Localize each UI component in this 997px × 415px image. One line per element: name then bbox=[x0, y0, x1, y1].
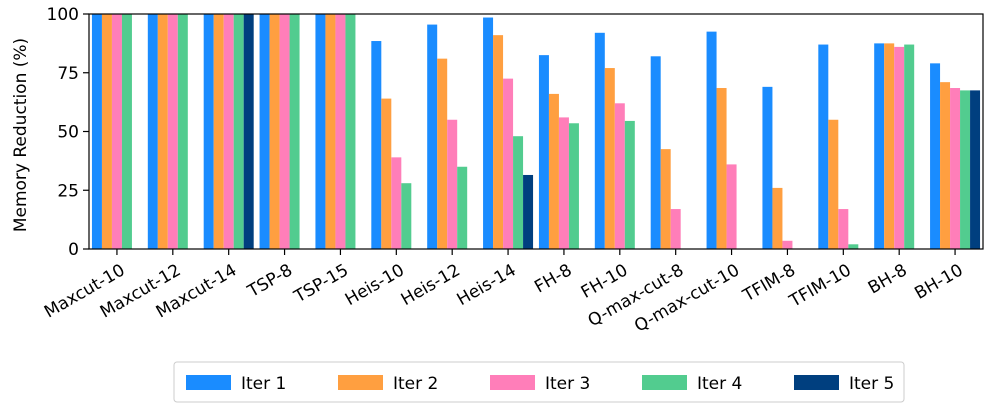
bar-fh-8-iter-1 bbox=[538, 55, 549, 250]
bar-tfim-10-iter-4 bbox=[848, 244, 859, 249]
bar-fh-8-iter-3 bbox=[558, 117, 569, 250]
bar-fh-10-iter-2 bbox=[604, 68, 615, 249]
bar-maxcut-14-iter-5 bbox=[243, 14, 254, 249]
bar-q-max-cut-10-iter-2 bbox=[716, 88, 727, 250]
bar-q-max-cut-8-iter-1 bbox=[650, 56, 661, 249]
bar-maxcut-12-iter-3 bbox=[167, 14, 178, 249]
bar-bh-10-iter-1 bbox=[930, 63, 941, 249]
bar-tfim-8-iter-3 bbox=[782, 240, 793, 249]
y-tick-label: 50 bbox=[57, 123, 79, 143]
x-tick-label: Heis-14 bbox=[454, 260, 520, 310]
legend-label-iter-4: Iter 4 bbox=[697, 374, 742, 394]
bar-tfim-10-iter-1 bbox=[818, 44, 829, 249]
legend-label-iter-2: Iter 2 bbox=[393, 374, 438, 394]
legend-label-iter-3: Iter 3 bbox=[545, 374, 590, 394]
bar-tsp-15-iter-3 bbox=[335, 14, 346, 249]
x-tick-label: BH-10 bbox=[911, 260, 966, 303]
x-tick-label: TFIM-10 bbox=[785, 260, 854, 312]
y-tick-label: 25 bbox=[57, 181, 79, 201]
bar-tsp-8-iter-2 bbox=[269, 14, 280, 249]
bar-tfim-10-iter-2 bbox=[828, 119, 839, 249]
bar-tfim-10-iter-3 bbox=[838, 209, 849, 249]
bar-tsp-8-iter-4 bbox=[289, 14, 300, 249]
legend: Iter 1 Iter 2 Iter 3 Iter 4 Iter 5 bbox=[173, 361, 905, 403]
bar-q-max-cut-10-iter-1 bbox=[706, 31, 717, 250]
bar-heis-12-iter-2 bbox=[437, 58, 448, 250]
bar-heis-12-iter-4 bbox=[457, 166, 468, 249]
x-tick-label: Heis-12 bbox=[398, 260, 464, 310]
bar-bh-8-iter-3 bbox=[894, 46, 905, 250]
legend-label-iter-5: Iter 5 bbox=[849, 374, 894, 394]
y-axis-label: Memory Reduction (%) bbox=[11, 38, 31, 232]
legend-swatch-iter-1 bbox=[186, 375, 231, 390]
legend-swatch-iter-4 bbox=[642, 375, 687, 390]
bar-heis-12-iter-1 bbox=[427, 24, 438, 249]
bar-heis-12-iter-3 bbox=[447, 119, 458, 249]
bar-fh-10-iter-4 bbox=[624, 120, 635, 249]
bar-maxcut-10-iter-1 bbox=[91, 14, 102, 249]
x-tick-label: FH-8 bbox=[531, 260, 575, 297]
bar-fh-10-iter-1 bbox=[594, 32, 605, 249]
bar-heis-14-iter-5 bbox=[523, 174, 534, 249]
bar-maxcut-10-iter-3 bbox=[111, 14, 122, 249]
bar-heis-10-iter-2 bbox=[381, 98, 392, 249]
bar-tsp-8-iter-3 bbox=[279, 14, 290, 249]
bar-q-max-cut-8-iter-2 bbox=[660, 149, 671, 250]
x-tick-label: TSP-15 bbox=[290, 260, 352, 307]
bar-fh-10-iter-3 bbox=[614, 103, 625, 249]
bar-heis-14-iter-2 bbox=[493, 35, 504, 250]
bar-heis-10-iter-3 bbox=[391, 157, 402, 249]
bar-bh-8-iter-2 bbox=[884, 43, 895, 250]
bar-heis-10-iter-4 bbox=[401, 183, 412, 249]
legend-swatch-iter-3 bbox=[490, 375, 535, 390]
bar-q-max-cut-8-iter-3 bbox=[670, 209, 681, 249]
bar-tsp-15-iter-2 bbox=[325, 14, 336, 249]
bar-bh-8-iter-4 bbox=[904, 44, 915, 249]
legend-swatch-iter-2 bbox=[338, 375, 383, 390]
bar-maxcut-12-iter-1 bbox=[147, 14, 158, 249]
y-tick-label: 75 bbox=[57, 64, 79, 84]
bar-bh-10-iter-4 bbox=[960, 90, 971, 250]
bar-tfim-8-iter-2 bbox=[772, 187, 783, 249]
bar-fh-8-iter-2 bbox=[548, 93, 559, 250]
bar-maxcut-14-iter-1 bbox=[203, 14, 214, 249]
bar-maxcut-12-iter-2 bbox=[157, 14, 168, 249]
bar-maxcut-12-iter-4 bbox=[177, 14, 188, 249]
y-tick-label: 0 bbox=[68, 240, 79, 260]
bar-maxcut-14-iter-3 bbox=[223, 14, 234, 249]
bar-tfim-8-iter-1 bbox=[762, 86, 773, 249]
bar-bh-8-iter-1 bbox=[874, 43, 885, 250]
bar-fh-8-iter-4 bbox=[568, 123, 579, 249]
bar-heis-14-iter-1 bbox=[483, 17, 494, 250]
bar-bh-10-iter-3 bbox=[950, 88, 961, 250]
x-tick-label: TSP-8 bbox=[244, 260, 296, 302]
bar-tsp-8-iter-1 bbox=[259, 14, 270, 249]
bar-heis-14-iter-4 bbox=[513, 136, 524, 249]
bar-heis-14-iter-3 bbox=[503, 78, 514, 250]
bar-maxcut-14-iter-2 bbox=[213, 14, 224, 249]
bars-layer bbox=[91, 14, 981, 250]
bar-q-max-cut-10-iter-3 bbox=[726, 164, 737, 249]
bar-bh-10-iter-5 bbox=[970, 90, 981, 250]
bar-maxcut-10-iter-2 bbox=[101, 14, 112, 249]
legend-swatch-iter-5 bbox=[794, 375, 839, 390]
bar-bh-10-iter-2 bbox=[940, 82, 951, 250]
bar-tsp-15-iter-4 bbox=[345, 14, 356, 249]
legend-label-iter-1: Iter 1 bbox=[241, 374, 286, 394]
bar-maxcut-10-iter-4 bbox=[121, 14, 132, 249]
legend-frame bbox=[173, 361, 905, 403]
y-tick-label: 100 bbox=[47, 5, 79, 25]
bar-tsp-15-iter-1 bbox=[315, 14, 326, 249]
x-tick-label: Heis-10 bbox=[342, 260, 408, 310]
x-tick-label: BH-8 bbox=[865, 260, 911, 298]
bar-heis-10-iter-1 bbox=[371, 41, 382, 249]
bar-maxcut-14-iter-4 bbox=[233, 14, 244, 249]
